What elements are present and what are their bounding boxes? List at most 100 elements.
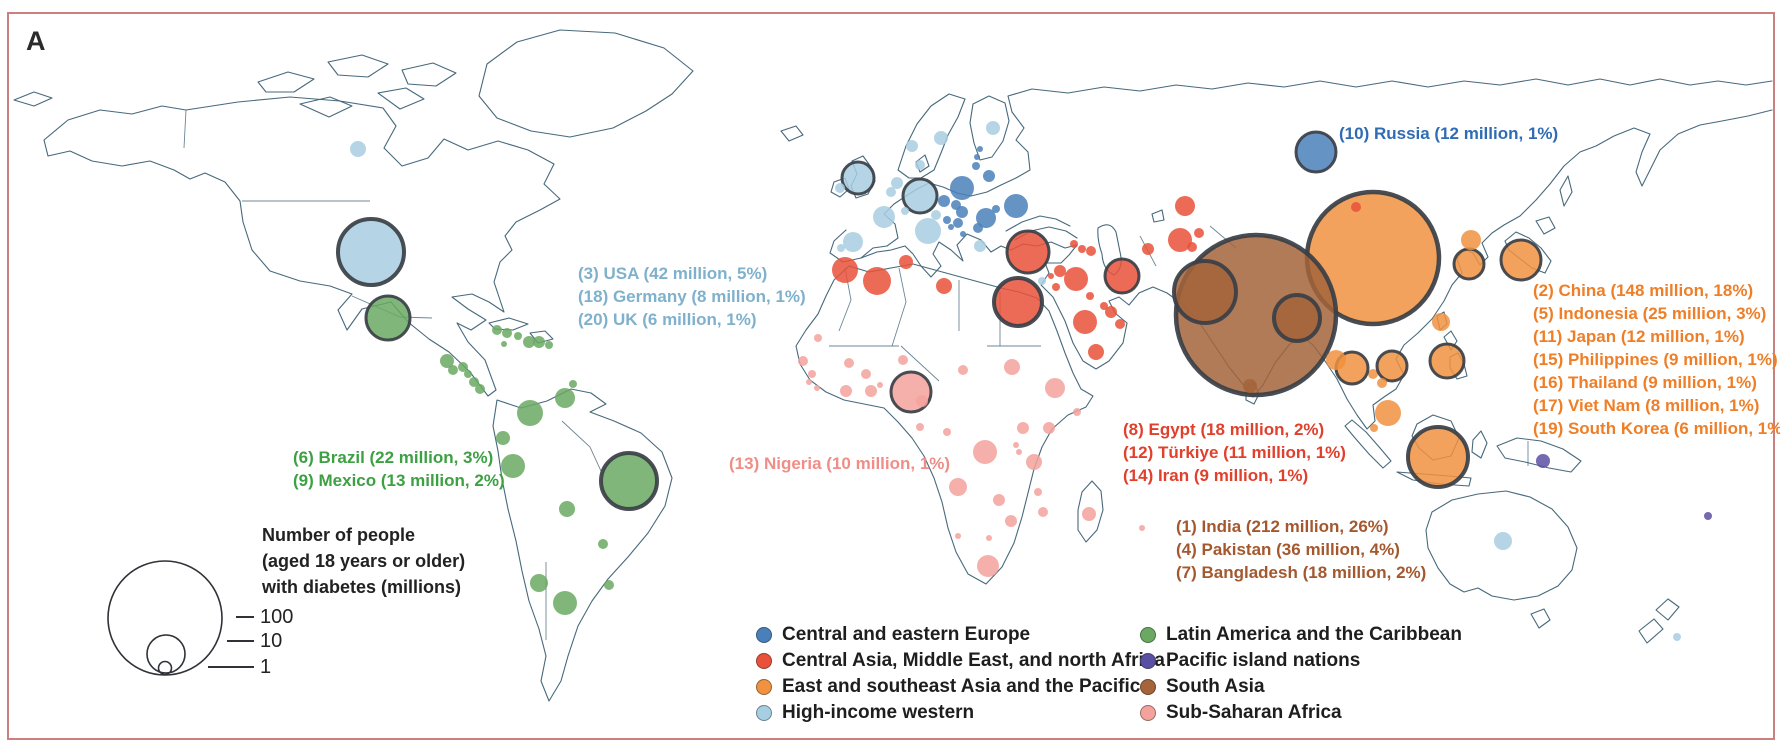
panel-label: A	[26, 26, 46, 56]
legend-label-pin: Pacific island nations	[1166, 650, 1361, 671]
legend-dot-hiw	[756, 705, 772, 721]
legend-label-cee: Central and eastern Europe	[782, 624, 1031, 645]
bubble-italy	[915, 218, 941, 244]
legend-item-camena: Central Asia, Middle East, and north Afr…	[756, 648, 1165, 674]
legend-dot-pin	[1140, 653, 1156, 669]
legend-label-ssa: Sub-Saharan Africa	[1166, 702, 1342, 723]
country-border	[900, 345, 940, 382]
bubble-c-te-d-ivoire	[840, 385, 852, 397]
bubble-brazil	[599, 451, 659, 511]
bubble-dr-congo	[973, 440, 997, 464]
bubble-uzbekistan	[1168, 228, 1192, 252]
bubble-bolivia	[559, 501, 575, 517]
coastline	[1151, 209, 1165, 223]
bubble-rwanda	[1013, 442, 1019, 448]
bubble-australia	[1494, 532, 1512, 550]
coastline	[1005, 215, 1071, 232]
bubble-viet-nam	[1375, 349, 1409, 383]
annotation-line: (14) Iran (9 million, 1%)	[1123, 466, 1309, 485]
legend-item-pin: Pacific island nations	[1140, 648, 1462, 674]
bubble-turkmenistan	[1142, 243, 1154, 255]
bubble-mozambique	[1038, 507, 1048, 517]
bubble-haiti	[523, 336, 535, 348]
coastline	[780, 125, 804, 142]
legend-dot-camena	[756, 653, 772, 669]
annotation-east-southeast-asia: (2) China (148 million, 18%) (5) Indonesi…	[1533, 279, 1780, 440]
legend-label-camena: Central Asia, Middle East, and north Afr…	[782, 650, 1165, 671]
coastline	[327, 54, 389, 78]
coastline	[969, 95, 1010, 161]
bubble-estonia	[977, 146, 983, 152]
bubble-egypt	[992, 276, 1044, 328]
bubble-argentina	[553, 591, 577, 615]
country-border	[183, 109, 187, 149]
legend-label-hiw: High-income western	[782, 702, 975, 723]
bubble-azerbaijan	[1086, 246, 1096, 256]
bubble-liberia	[814, 385, 820, 391]
bubble-netherlands	[891, 177, 903, 189]
coastline	[1638, 618, 1664, 644]
annotation-line: (4) Pakistan (36 million, 4%)	[1176, 540, 1400, 559]
bubble-slovakia	[951, 200, 961, 210]
bubble-mongolia	[1351, 202, 1361, 212]
bubble-laos	[1368, 369, 1378, 379]
bubble-indonesia	[1406, 425, 1470, 489]
bubble-fiji	[1704, 512, 1712, 520]
coastline	[1655, 598, 1680, 621]
bubble-peru	[501, 454, 525, 478]
annotation-egypt-turkiye-iran: (8) Egypt (18 million, 2%) (12) Türkiye (…	[1123, 418, 1346, 487]
bubble-honduras	[458, 362, 468, 372]
coastline	[1535, 216, 1556, 235]
bubble-denmark	[915, 160, 925, 170]
bubble-south-africa	[977, 555, 999, 577]
bubble-uganda	[1017, 422, 1029, 434]
bubble-jordan	[1052, 283, 1060, 291]
legend-dot-lac	[1140, 627, 1156, 643]
bubble-canada	[350, 141, 366, 157]
bubble-papua-new-guinea	[1536, 454, 1550, 468]
bubble-jamaica	[501, 341, 507, 347]
bubble-croatia	[943, 216, 951, 224]
bubble-nicaragua	[464, 370, 472, 378]
annotation-india-pakistan-bangladesh: (1) India (212 million, 26%) (4) Pakistan…	[1176, 515, 1426, 584]
legend-item-sa: South Asia	[1140, 674, 1462, 700]
bubble-mexico	[364, 294, 412, 342]
legend-dot-ssa	[1140, 705, 1156, 721]
bubble-iran	[1103, 257, 1141, 295]
coastline	[897, 93, 966, 179]
legend-dot-esap	[756, 679, 772, 695]
bubble-malaysia	[1375, 400, 1401, 426]
annotation-line: (19) South Korea (6 million, 1%)	[1533, 419, 1780, 438]
bubble-chad	[958, 365, 968, 375]
coastline	[492, 388, 673, 702]
bubble-france	[873, 206, 895, 228]
legend-item-ssa: Sub-Saharan Africa	[1140, 700, 1462, 726]
bubble-morocco	[832, 257, 858, 283]
bubble-venezuela	[555, 388, 575, 408]
bubble-angola	[949, 478, 967, 496]
coastline	[1559, 175, 1573, 207]
coastline	[43, 96, 561, 397]
bubble-taiwan	[1432, 313, 1450, 331]
annotation-nigeria: (13) Nigeria (10 million, 1%)	[729, 452, 950, 475]
size-legend-value-100: 100	[260, 606, 294, 628]
bubble-kuwait	[1086, 292, 1094, 300]
size-legend-value-10: 10	[260, 630, 283, 652]
bubble-dominican-republic	[533, 336, 545, 348]
coastline	[1344, 419, 1392, 469]
legend-item-hiw: High-income western	[756, 700, 1165, 726]
bubble-sierra-leone	[806, 379, 812, 385]
bubble-bosnia	[948, 224, 954, 230]
legend-dot-sa	[1140, 679, 1156, 695]
coastline	[13, 91, 53, 107]
bubble-gabon	[916, 423, 924, 431]
bubble-switzerland	[901, 207, 909, 215]
annotation-line: (8) Egypt (18 million, 2%)	[1123, 420, 1325, 439]
annotation-usa-germany-uk: (3) USA (42 million, 5%) (18) Germany (8 …	[578, 262, 806, 331]
bubble-georgia	[1070, 240, 1078, 248]
bubble-burkina-faso	[861, 369, 871, 379]
annotation-line: (11) Japan (12 million, 1%)	[1533, 327, 1745, 346]
bubble-yemen	[1088, 344, 1104, 360]
size-legend-title: Number of people (aged 18 years or older…	[262, 522, 465, 600]
coastline	[257, 71, 315, 93]
